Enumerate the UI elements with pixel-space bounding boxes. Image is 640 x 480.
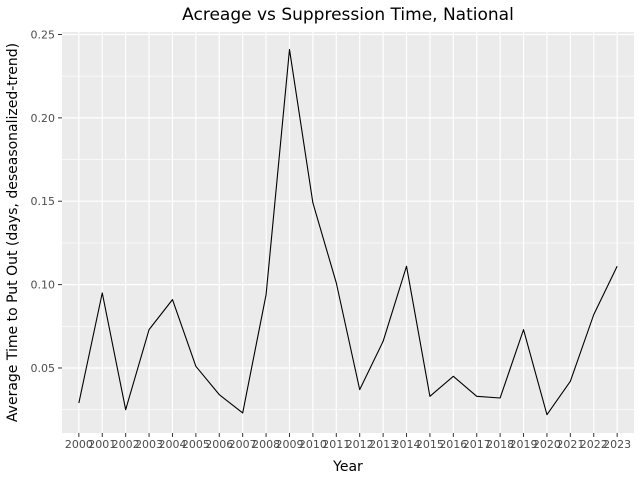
x-tick-label: 2021 <box>556 438 584 451</box>
x-tick-label: 2004 <box>158 438 186 451</box>
y-tick-label: 0.05 <box>31 362 56 375</box>
series-line <box>78 48 618 416</box>
y-tick-label: 0.10 <box>31 279 56 292</box>
x-tick-label: 2019 <box>510 438 538 451</box>
x-tick-label: 2011 <box>322 438 350 451</box>
x-tick-label: 2002 <box>112 438 140 451</box>
y-tick-label: 0.25 <box>31 29 56 42</box>
x-tick-label: 2007 <box>229 438 257 451</box>
x-tick-label: 2018 <box>486 438 514 451</box>
y-axis-title: Average Time to Put Out (days, deseasona… <box>5 43 21 422</box>
x-tick-label: 2023 <box>603 438 631 451</box>
x-tick-label: 2006 <box>205 438 233 451</box>
x-tick-label: 2008 <box>252 438 280 451</box>
x-tick-label: 2003 <box>135 438 163 451</box>
x-tick-label: 2015 <box>416 438 444 451</box>
y-axis: 0.05 0.10 0.15 0.20 0.25 <box>31 29 62 375</box>
x-tick-label: 2022 <box>580 438 608 451</box>
x-tick-label: 2000 <box>65 438 93 451</box>
chart-title: Acreage vs Suppression Time, National <box>182 5 514 25</box>
x-tick-label: 2016 <box>439 438 467 451</box>
y-tick-label: 0.15 <box>31 195 56 208</box>
minor-gridlines <box>62 75 634 410</box>
plot-panel <box>62 32 634 433</box>
x-axis: 2000200120022003200420052006200720082009… <box>65 433 631 451</box>
x-tick-label: 2013 <box>369 438 397 451</box>
series-layer <box>78 48 618 416</box>
x-tick-label: 2017 <box>463 438 491 451</box>
y-tick-label: 0.20 <box>31 112 56 125</box>
major-gridlines <box>62 32 634 433</box>
x-axis-title: Year <box>332 459 363 475</box>
x-tick-label: 2014 <box>393 438 421 451</box>
x-tick-label: 2010 <box>299 438 327 451</box>
x-tick-label: 2012 <box>346 438 374 451</box>
x-tick-label: 2020 <box>533 438 561 451</box>
x-tick-label: 2001 <box>88 438 116 451</box>
x-tick-label: 2005 <box>182 438 210 451</box>
x-tick-label: 2009 <box>275 438 303 451</box>
